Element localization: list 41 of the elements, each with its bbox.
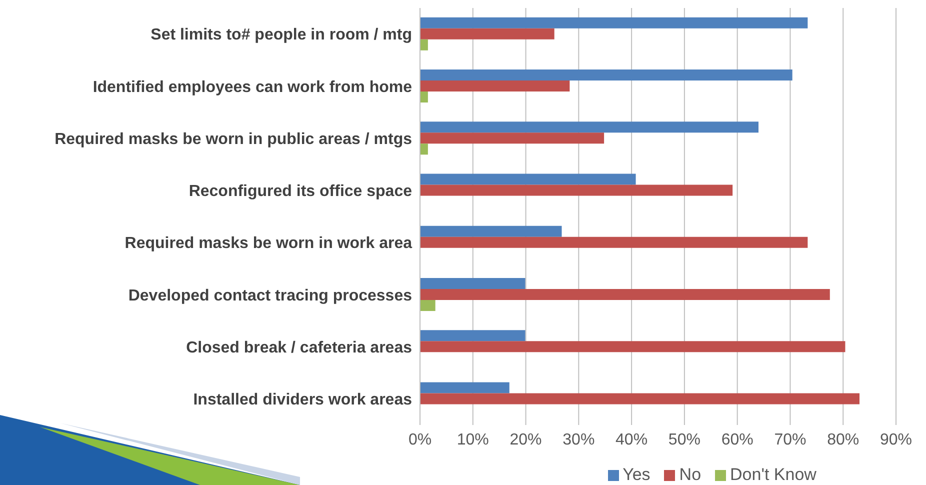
- y-tick-label: Reconfigured its office space: [188, 183, 412, 200]
- x-tick-label: 60%: [721, 431, 754, 448]
- y-tick-label: Set limits to# people in room / mtg: [150, 26, 412, 44]
- bar: [420, 80, 570, 92]
- x-tick-label: 10%: [456, 431, 489, 448]
- y-tick-label: Required masks be worn in public areas / mtgs: [54, 130, 412, 148]
- bar: [420, 382, 510, 394]
- bar: [420, 300, 436, 312]
- x-tick-label: 70%: [774, 431, 806, 448]
- legend-label: Don't Know: [730, 465, 816, 485]
- bar: [420, 132, 604, 144]
- bar: [420, 236, 808, 248]
- bar: [420, 122, 758, 133]
- bar: [420, 174, 636, 185]
- x-tick-label: 80%: [827, 431, 860, 448]
- bar: [420, 17, 808, 28]
- bar: [420, 70, 792, 81]
- bar: [420, 393, 860, 404]
- bar: [420, 226, 562, 237]
- x-tick-label: 20%: [510, 431, 542, 448]
- x-tick-label: 40%: [616, 431, 648, 448]
- bar: [420, 184, 733, 196]
- y-tick-label: Closed break / cafeteria areas: [186, 339, 412, 356]
- y-tick-label: Identified employees can work from home: [92, 78, 412, 96]
- bar: [420, 144, 428, 155]
- y-tick-label: Developed contact tracing processes: [128, 287, 412, 304]
- x-tick-label: 30%: [562, 431, 595, 448]
- bar: [420, 39, 428, 50]
- y-tick-label: Installed dividers work areas: [193, 392, 412, 409]
- bar: [420, 28, 554, 40]
- x-tick-label: 0%: [408, 431, 432, 448]
- bar: [420, 341, 846, 352]
- legend-label: Yes: [622, 465, 650, 485]
- bar: [420, 278, 526, 290]
- bar: [420, 289, 830, 300]
- bar: [420, 330, 526, 342]
- x-tick-label: 50%: [668, 431, 700, 448]
- y-tick-label: Required masks be worn in work area: [124, 235, 412, 252]
- x-tick-label: 90%: [880, 431, 912, 448]
- bar: [420, 92, 428, 103]
- legend-label: No: [679, 465, 702, 485]
